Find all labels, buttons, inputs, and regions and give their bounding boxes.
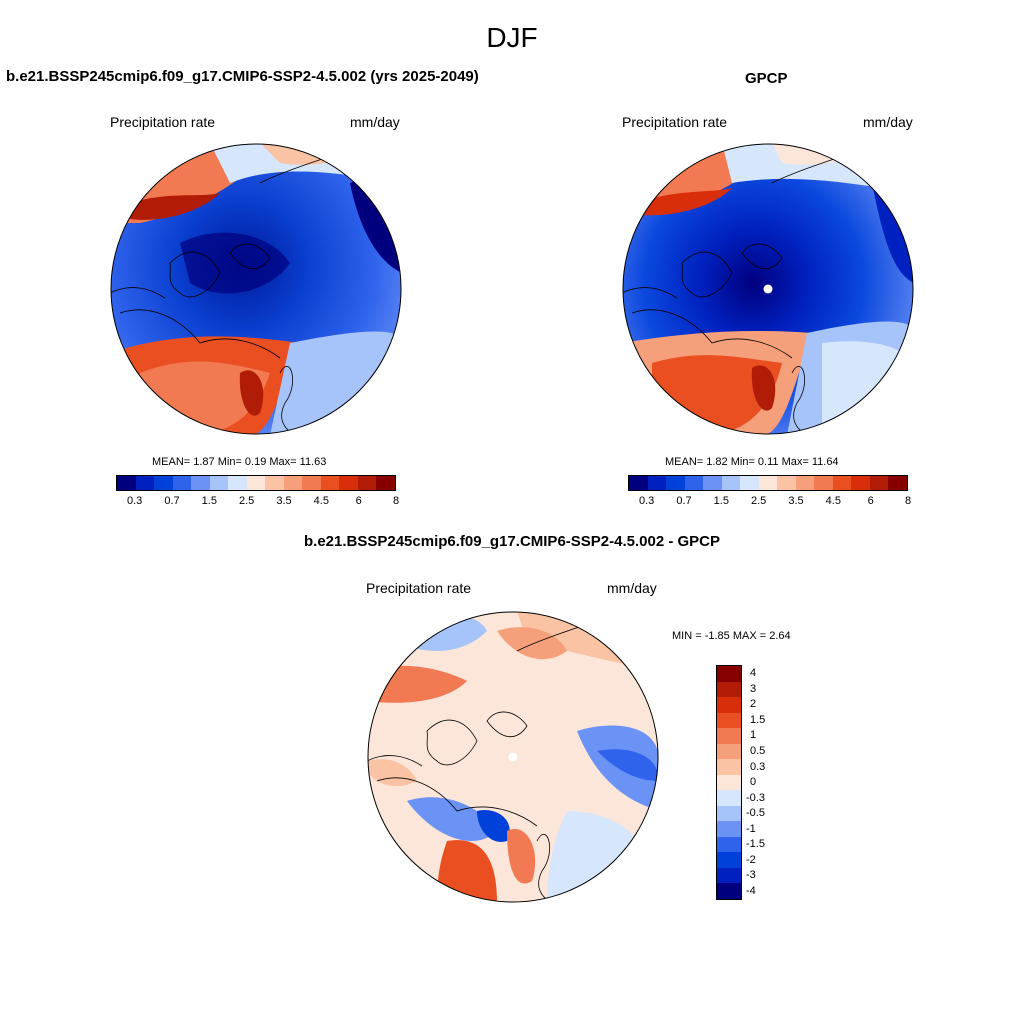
panel-3-colorbar-tick-label: 4: [750, 667, 757, 680]
panel-3-colorbar-swatch: [717, 883, 741, 899]
panel-2-polar-map: [622, 143, 914, 435]
panel-1-colorbar-tick-label: 1.5: [201, 495, 217, 507]
panel-3-colorbar-tick-label: 1: [750, 729, 757, 742]
panel-3-polar-map: [367, 611, 659, 903]
panel-3-variable-label: Precipitation rate: [366, 580, 472, 596]
panel-3-colorbar-ticks: 4 3 2 1.5 1 0.5 0.3 0 -0.3 -0.5 -1 -1.5 -2 -3 -4: [744, 665, 784, 898]
panel-2-colorbar-swatch: [888, 476, 907, 490]
panel-1-colorbar-tick-label: 4.5: [313, 495, 329, 507]
pole-marker: [508, 752, 518, 762]
panel-3-colorbar-tick-label: -0.5: [746, 807, 765, 820]
panel-1-colorbar-swatch: [376, 476, 395, 490]
panel-1-colorbar-tick-label: 2.5: [239, 495, 255, 507]
panel-3-colorbar-swatch: [717, 712, 741, 729]
panel-3-colorbar-swatch: [717, 852, 741, 868]
panel-1-colorbar-tick-label: 3.5: [276, 495, 292, 507]
panel-3-colorbar-tick-label: -4: [746, 884, 756, 897]
panel-3-colorbar-swatch: [717, 666, 741, 682]
panel-2-stats: MEAN= 1.82 Min= 0.11 Max= 11.64: [665, 456, 839, 468]
panel-2-colorbar-tick-label: 1.5: [713, 495, 729, 507]
panel-1-colorbar-swatch: [357, 476, 377, 490]
panel-1-colorbar-swatch: [320, 476, 340, 490]
panel-2-colorbar-swatch: [740, 476, 759, 490]
panel-2-colorbar-tick-label: 0.3: [639, 495, 655, 507]
panel-2-colorbar-swatch: [832, 476, 852, 490]
panel-2-colorbar-swatch: [684, 476, 704, 490]
panel-2-colorbar-tick-label: 6: [867, 495, 874, 507]
season-title: DJF: [486, 22, 538, 53]
panel-1-variable-label: Precipitation rate: [110, 114, 216, 130]
panel-3-colorbar-swatch: [717, 728, 741, 744]
panel-1-colorbar-swatch: [135, 476, 155, 490]
panel-3-colorbar-swatch: [717, 821, 741, 837]
panel-2-colorbar-swatch: [647, 476, 667, 490]
panel-1-colorbar-tick-label: 0.7: [164, 495, 180, 507]
panel-2-title: GPCP: [745, 70, 788, 87]
panel-2-units-label: mm/day: [863, 114, 913, 130]
panel-1-colorbar-tick-label: 6: [355, 495, 362, 507]
panel-3-colorbar-swatch: [717, 867, 741, 884]
panel-1-colorbar-swatch: [191, 476, 210, 490]
panel-2-colorbar-swatch: [795, 476, 815, 490]
panel-1-colorbar-swatch: [265, 476, 284, 490]
panel-1-colorbar-swatch: [246, 476, 266, 490]
panel-3-colorbar-tick-label: 3: [750, 682, 757, 695]
panel-3-colorbar-tick-label: -3: [746, 869, 756, 882]
panel-1-units-label: mm/day: [350, 114, 400, 130]
panel-3-colorbar-tick-label: -1.5: [746, 838, 765, 851]
panel-2-colorbar-swatch: [814, 476, 833, 490]
panel-1-colorbar-swatch: [117, 476, 136, 490]
panel-1-stats: MEAN= 1.87 Min= 0.19 Max= 11.63: [152, 456, 327, 468]
panel-3-units-label: mm/day: [607, 580, 657, 596]
panel-2-colorbar-tick-label: 2.5: [751, 495, 767, 507]
panel-3-colorbar-tick-label: 0.5: [750, 744, 766, 757]
panel-3-colorbar-swatch: [717, 697, 741, 713]
panel-3-colorbar-tick-label: 0.3: [750, 760, 766, 773]
panel-1-colorbar: 0.3 0.7 1.5 2.5 3.5 4.5 6 8: [116, 475, 400, 507]
panel-2-colorbar-tick-label: 8: [904, 495, 912, 507]
panel-2-colorbar-swatch: [851, 476, 870, 490]
panel-3-colorbar: [716, 665, 742, 900]
panel-3-colorbar-swatch: [717, 681, 741, 698]
panel-2-colorbar-tick-label: 4.5: [825, 495, 841, 507]
panel-3-colorbar-swatch: [717, 743, 741, 760]
panel-1-colorbar-swatch: [209, 476, 229, 490]
panel-1-colorbar-tick-label: 8: [392, 495, 400, 507]
panel-1-colorbar-tick-label: 0.3: [127, 495, 143, 507]
panel-2-colorbar-tick-label: 0.7: [676, 495, 692, 507]
panel-2-colorbar-swatch: [758, 476, 778, 490]
panel-3-colorbar-tick-label: -2: [746, 853, 756, 866]
panel-3-colorbar-tick-label: 0: [750, 776, 757, 789]
panel-1-colorbar-swatch: [339, 476, 358, 490]
panel-3-colorbar-tick-label: -0.3: [746, 791, 765, 804]
panel-1-colorbar-swatch: [283, 476, 303, 490]
pole-marker: [763, 284, 773, 294]
panel-1-colorbar-swatch: [172, 476, 192, 490]
panel-3-colorbar-swatch: [717, 836, 741, 853]
panel-3-stats: MIN = -1.85 MAX = 2.64: [672, 630, 791, 642]
panel-3-colorbar-tick-label: 2: [750, 698, 757, 711]
panel-3-title: b.e21.BSSP245cmip6.f09_g17.CMIP6-SSP2-4.…: [303, 533, 721, 550]
panel-2-colorbar: 0.3 0.7 1.5 2.5 3.5 4.5 6 8: [628, 475, 912, 507]
panel-1-colorbar-swatch: [228, 476, 247, 490]
panel-2-colorbar-swatch: [629, 476, 648, 490]
panel-3-colorbar-swatch: [717, 790, 741, 806]
panel-3-colorbar-swatch: [717, 759, 741, 775]
panel-1-polar-map: [110, 143, 402, 435]
panel-2-colorbar-swatch: [777, 476, 796, 490]
panel-2-colorbar-swatch: [666, 476, 685, 490]
panel-2-colorbar-tick-label: 3.5: [788, 495, 804, 507]
panel-3-colorbar-swatch: [717, 774, 741, 791]
panel-2-colorbar-swatch: [721, 476, 741, 490]
panel-3-colorbar-swatch: [717, 805, 741, 822]
panel-2-colorbar-swatch: [703, 476, 722, 490]
panel-2-colorbar-swatch: [869, 476, 889, 490]
panel-3-colorbar-tick-label: 1.5: [750, 713, 766, 726]
panel-1-colorbar-swatch: [302, 476, 321, 490]
panel-1-title: b.e21.BSSP245cmip6.f09_g17.CMIP6-SSP2-4.…: [6, 68, 479, 85]
panel-2-variable-label: Precipitation rate: [622, 114, 728, 130]
panel-3-colorbar-tick-label: -1: [746, 822, 756, 835]
panel-1-colorbar-swatch: [154, 476, 173, 490]
